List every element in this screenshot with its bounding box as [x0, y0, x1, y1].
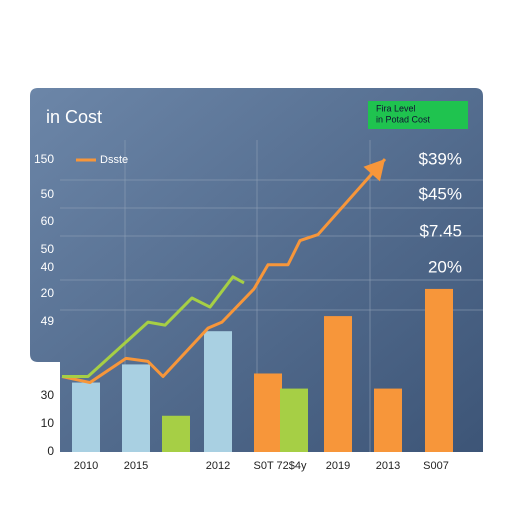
- x-tick-label: 2012: [206, 460, 230, 472]
- annotation: $45%: [419, 184, 462, 203]
- y-label: 10: [41, 416, 55, 430]
- bar: [425, 288, 453, 452]
- x-tick-label: 2010: [74, 460, 98, 472]
- bar: [162, 415, 190, 452]
- annotation: $39%: [419, 149, 462, 168]
- x-tick-label: 2015: [124, 460, 148, 472]
- y-label: 50: [41, 187, 55, 201]
- bar: [122, 364, 150, 452]
- bar: [204, 331, 232, 452]
- badge: [368, 101, 468, 129]
- chart-title: in Cost: [46, 107, 102, 127]
- annotation: 20%: [428, 257, 462, 276]
- bar: [254, 373, 282, 452]
- x-tick-label: 2019: [326, 460, 350, 472]
- annotation: $7.45: [419, 221, 462, 240]
- y-label: 60: [41, 214, 55, 228]
- y-label: 0: [47, 444, 54, 458]
- line: [62, 275, 245, 378]
- bar: [374, 388, 402, 452]
- grid: [60, 140, 483, 452]
- bar: [324, 316, 352, 452]
- bar: [280, 388, 308, 452]
- y-label: 49: [41, 314, 55, 328]
- y-label: 20: [41, 286, 55, 300]
- line: [61, 158, 387, 385]
- y-label: 50: [41, 242, 55, 256]
- x-tick-label: S007: [423, 460, 449, 472]
- badge-text: in Potad Cost: [376, 114, 431, 124]
- y-label: 30: [41, 388, 55, 402]
- x-tick-label: 2013: [376, 460, 400, 472]
- y-label: 150: [34, 152, 54, 166]
- bar: [72, 382, 100, 452]
- legend-label: Dsste: [100, 154, 128, 166]
- y-label: 40: [41, 260, 55, 274]
- badge-text: Fira Level: [376, 103, 416, 113]
- x-tick-label: S0T 72$4y: [253, 460, 307, 472]
- arrow-head: [363, 159, 385, 182]
